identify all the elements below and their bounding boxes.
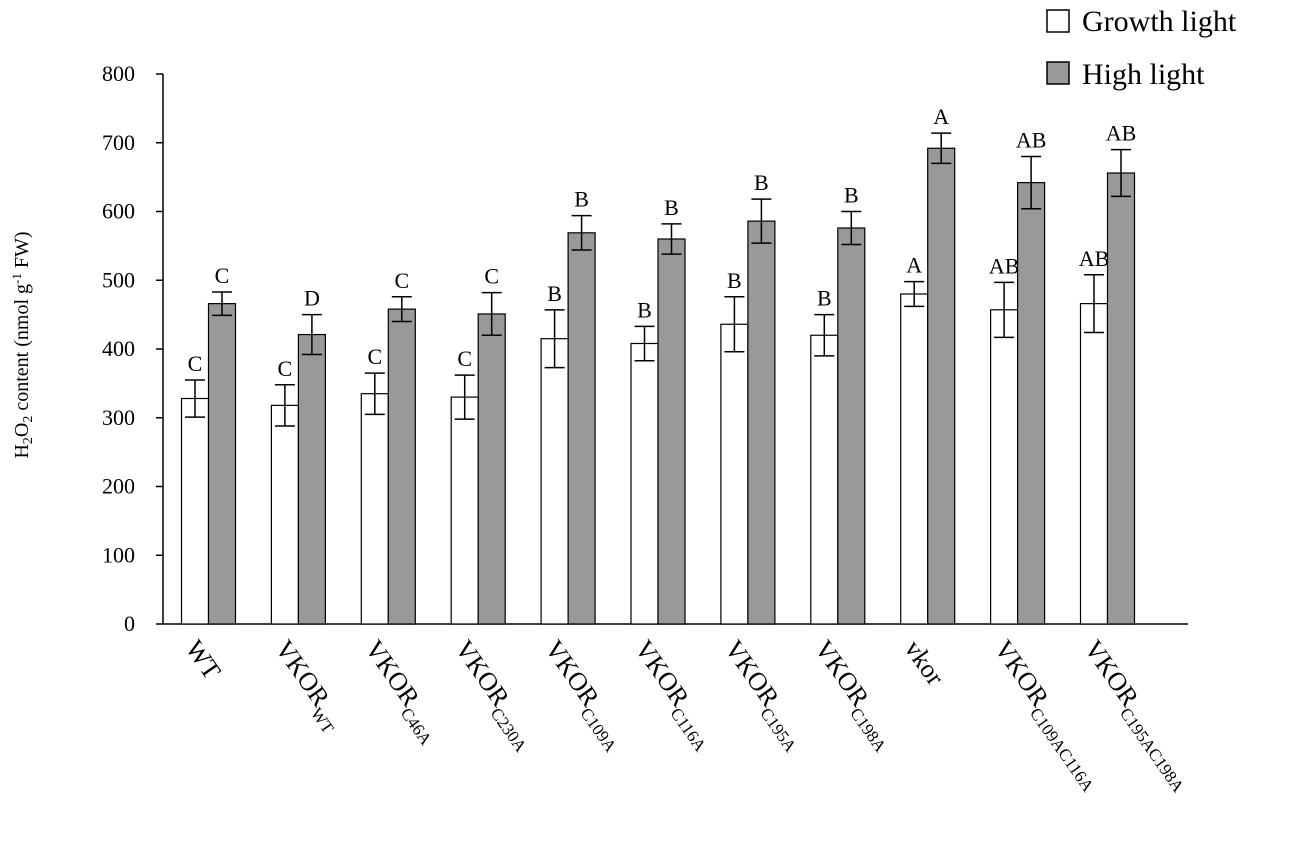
legend-swatch-high-light <box>1046 61 1070 85</box>
bar-growth-light <box>540 338 569 625</box>
legend-label-high-light: High light <box>1082 58 1205 91</box>
x-tick-label: VKORC46A <box>354 635 449 749</box>
x-tick-label: VKORC230A <box>444 635 544 756</box>
significance-letter: A <box>906 253 922 278</box>
bars: C C C D C C C C B B B B B B B B A A AB AB AB AB <box>180 104 1137 625</box>
x-tick-label: WT <box>180 635 227 685</box>
y-tick-label: 400 <box>102 336 135 361</box>
bar-high-light <box>477 313 506 625</box>
significance-letter: B <box>547 281 562 306</box>
significance-letter: C <box>484 264 499 289</box>
bar-growth-light <box>900 293 929 625</box>
bar-high-light <box>387 308 416 625</box>
significance-letter: B <box>574 187 589 212</box>
significance-letter: B <box>727 268 742 293</box>
bar-growth-light <box>360 393 389 625</box>
bar-growth-light <box>720 323 749 625</box>
x-tick-label: VKORC195AC198A <box>1074 635 1202 796</box>
y-tick-label: 300 <box>102 405 135 430</box>
legend-label-growth-light: Growth light <box>1082 5 1237 38</box>
x-tick-label: vkor <box>899 635 950 691</box>
x-tick-label: VKORC198A <box>804 635 904 756</box>
significance-letter: AB <box>1079 246 1110 271</box>
y-tick-label: 700 <box>102 130 135 155</box>
bar-growth-light <box>989 309 1019 625</box>
bar-high-light <box>297 333 326 625</box>
significance-letter: C <box>367 344 382 369</box>
bar-growth-light <box>630 342 659 625</box>
bar-high-light <box>567 232 596 625</box>
y-tick-label: 100 <box>102 542 135 567</box>
significance-letter: B <box>817 286 832 311</box>
y-tick-label: 500 <box>102 267 135 292</box>
bar-high-light <box>747 220 776 625</box>
significance-letter: AB <box>989 253 1020 278</box>
x-tick-label: VKORC116A <box>624 635 723 756</box>
y-axis-label: H2O2 content (nmol g-1 FW) <box>9 231 37 458</box>
x-tick-label: VKORC109A <box>534 635 634 756</box>
significance-letter: B <box>754 170 769 195</box>
y-tick-label: 0 <box>124 611 135 636</box>
x-tick-labels: WT VKORWTVKORC46AVKORC230AVKORC109AVKORC1… <box>180 635 1202 796</box>
significance-letter: AB <box>1016 128 1047 153</box>
significance-letter: C <box>278 356 293 381</box>
significance-letter: C <box>215 263 230 288</box>
significance-letter: B <box>844 183 859 208</box>
axes: 0 100 200 300 400 500 600 700 800 <box>102 61 1188 636</box>
y-tick-label: 200 <box>102 474 135 499</box>
y-tick-label: 600 <box>102 199 135 224</box>
bar-growth-light <box>450 396 479 625</box>
bar-high-light <box>1016 182 1046 625</box>
y-tick-label: 800 <box>102 61 135 86</box>
significance-letter: C <box>394 268 409 293</box>
x-tick-label: VKORC195A <box>714 635 814 756</box>
bar-high-light <box>657 238 686 625</box>
bar-growth-light <box>1079 303 1109 625</box>
x-tick-label: VKORWT <box>265 635 351 738</box>
bar-high-light <box>1106 172 1136 625</box>
legend: Growth light High light <box>1046 5 1237 91</box>
legend-swatch-growth-light <box>1046 9 1070 33</box>
significance-letter: B <box>664 195 679 220</box>
bar-growth-light <box>270 404 299 625</box>
bar-high-light <box>927 147 956 625</box>
bar-high-light <box>207 303 237 625</box>
significance-letter: D <box>304 286 320 311</box>
significance-letter: C <box>188 351 203 376</box>
significance-letter: AB <box>1106 121 1137 146</box>
significance-letter: A <box>933 104 949 129</box>
significance-letter: C <box>457 346 472 371</box>
bar-growth-light <box>810 334 839 625</box>
bar-high-light <box>837 227 866 625</box>
bar-growth-light <box>180 397 210 625</box>
significance-letter: B <box>637 297 652 322</box>
